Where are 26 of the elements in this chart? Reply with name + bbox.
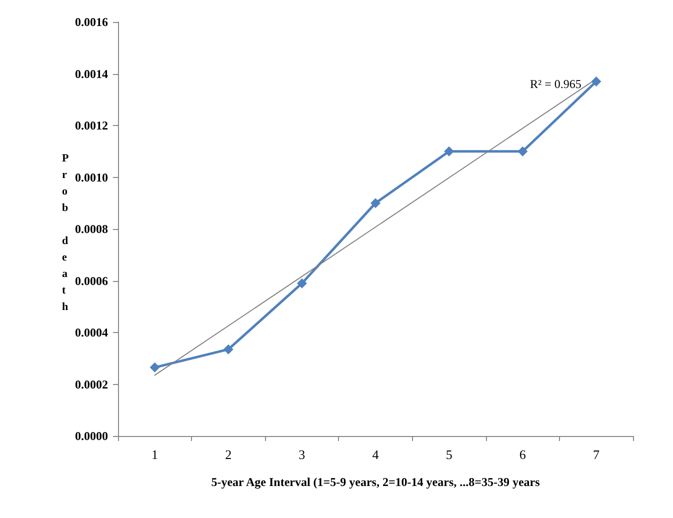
x-tick-label: 2 (225, 447, 232, 462)
x-tick-label: 1 (152, 447, 158, 462)
annotation: R² = 0.965 (530, 77, 582, 91)
y-tick-label: 0.0010 (75, 170, 108, 184)
y-tick-label: 0.0002 (75, 377, 108, 392)
y-tick-label: 0.0008 (75, 222, 108, 236)
x-tick-label: 4 (372, 447, 380, 462)
y-tick-label: 0.0006 (75, 274, 108, 288)
point (296, 278, 307, 288)
x-tick-label: 5 (446, 447, 452, 462)
x-tick-label: 3 (298, 447, 306, 462)
y-tick-label: 0.0004 (75, 326, 108, 340)
text: Prob death (62, 152, 69, 313)
x-tick-label: 6 (519, 447, 526, 462)
y-tick-label: 0.0012 (75, 118, 108, 132)
x-tick-label: 7 (592, 447, 600, 462)
point (518, 146, 528, 156)
point (150, 362, 160, 372)
point (223, 344, 234, 354)
point (370, 198, 380, 208)
y-tick-label: 0.0014 (75, 66, 108, 81)
y-tick-label: 0.0016 (75, 15, 108, 29)
point (591, 76, 602, 87)
x-axis-title: 5-year Age Interval (1=5-9 years, 2=10-14 years, ...8=35-39 years (211, 475, 540, 489)
point (444, 146, 454, 156)
y-tick-label: 0.0000 (75, 429, 108, 443)
